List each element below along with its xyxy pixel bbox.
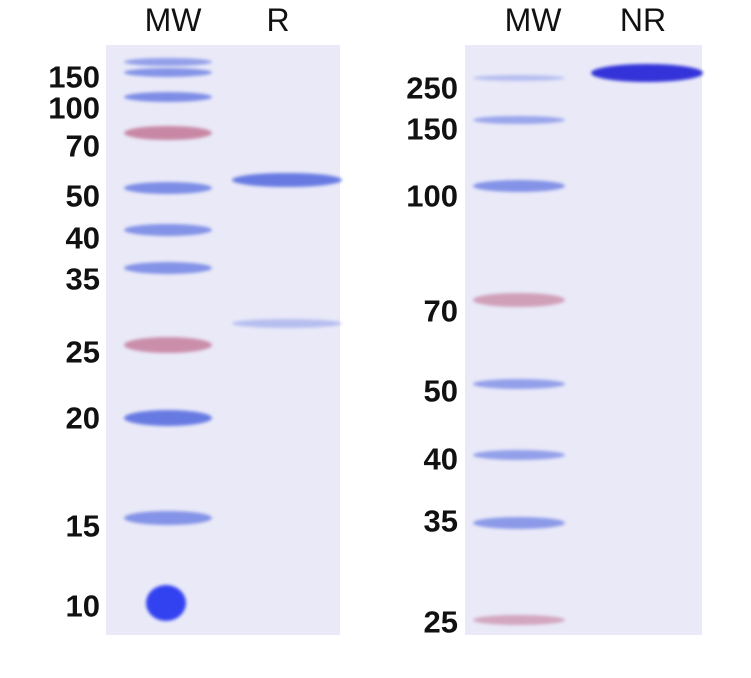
left-header-r: R bbox=[266, 2, 290, 38]
ladder-band bbox=[473, 450, 565, 460]
mw-marker-label: 250 bbox=[406, 70, 458, 106]
ladder-band bbox=[473, 180, 565, 192]
sample-band-heavy-chain bbox=[232, 173, 342, 187]
left-header-mw: MW bbox=[144, 2, 202, 38]
ladder-band bbox=[124, 337, 212, 353]
mw-marker-label: 100 bbox=[406, 178, 458, 214]
ladder-band bbox=[124, 511, 212, 525]
mw-marker-label: 50 bbox=[65, 178, 100, 214]
mw-marker-label: 70 bbox=[65, 128, 100, 164]
right-header-nr: NR bbox=[619, 2, 667, 38]
ladder-band bbox=[124, 224, 212, 236]
ladder-band bbox=[124, 67, 212, 77]
ladder-band bbox=[124, 58, 212, 66]
left-gel bbox=[106, 45, 342, 635]
mw-marker-label: 40 bbox=[65, 220, 100, 256]
mw-marker-label: 35 bbox=[423, 503, 458, 539]
ladder-band bbox=[473, 293, 565, 307]
ladder-band bbox=[473, 379, 565, 389]
right-gel bbox=[465, 45, 703, 635]
ladder-band bbox=[473, 116, 565, 124]
ladder-band bbox=[124, 92, 212, 102]
mw-marker-label: 70 bbox=[423, 293, 458, 329]
mw-marker-label: 35 bbox=[65, 261, 100, 297]
mw-marker-label: 10 bbox=[65, 588, 100, 624]
sample-band-intact bbox=[591, 64, 703, 82]
mw-marker-label: 150 bbox=[406, 111, 458, 147]
ladder-band bbox=[473, 75, 565, 81]
mw-marker-label: 15 bbox=[65, 508, 100, 544]
ladder-band bbox=[124, 262, 212, 274]
mw-marker-label: 25 bbox=[65, 334, 100, 370]
mw-marker-label: 150 bbox=[48, 59, 100, 95]
ladder-band bbox=[473, 517, 565, 529]
mw-marker-label: 50 bbox=[423, 373, 458, 409]
mw-marker-label: 25 bbox=[423, 604, 458, 640]
sample-band-light-chain bbox=[232, 318, 342, 328]
mw-marker-label: 40 bbox=[423, 441, 458, 477]
ladder-band bbox=[146, 585, 186, 621]
ladder-band bbox=[124, 126, 212, 140]
ladder-band bbox=[473, 615, 565, 625]
mw-marker-label: 20 bbox=[65, 400, 100, 436]
ladder-band bbox=[124, 182, 212, 194]
ladder-band bbox=[124, 410, 212, 426]
right-header-mw: MW bbox=[504, 2, 562, 38]
mw-marker-label: 100 bbox=[48, 90, 100, 126]
